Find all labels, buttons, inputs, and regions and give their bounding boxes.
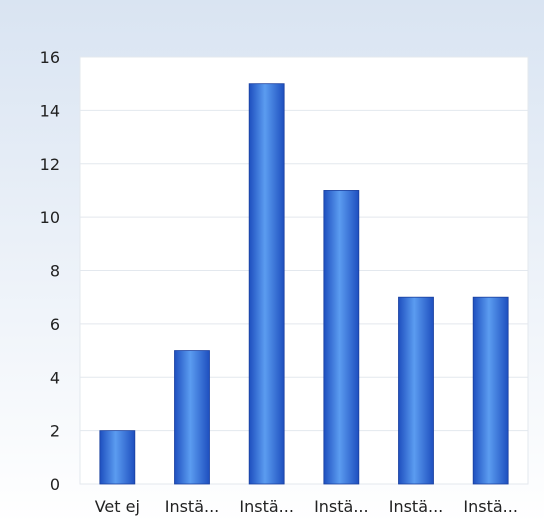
y-tick-label: 6 xyxy=(50,315,60,334)
x-category-label: Instä... xyxy=(239,497,294,516)
x-category-label: Instä... xyxy=(165,497,220,516)
y-tick-label: 12 xyxy=(40,155,60,174)
y-tick-label: 0 xyxy=(50,475,60,494)
x-category-label: Vet ej xyxy=(95,497,140,516)
plot-area: 0 2 4 6 8 10 12 14 16 Vet ej Instä... Instä... Instä… xyxy=(40,48,529,516)
y-tick-label: 4 xyxy=(50,368,60,387)
bar xyxy=(99,430,136,485)
x-category-label: Instä... xyxy=(463,497,518,516)
y-tick-label: 16 xyxy=(40,48,60,67)
x-category-label: Instä... xyxy=(389,497,444,516)
x-category-label: Instä... xyxy=(314,497,369,516)
y-tick-label: 10 xyxy=(40,208,60,227)
bar xyxy=(472,296,509,485)
y-tick-label: 2 xyxy=(50,422,60,441)
y-tick-label: 8 xyxy=(50,262,60,281)
bar xyxy=(174,350,210,485)
bar xyxy=(323,190,360,485)
bar xyxy=(398,296,434,485)
bar xyxy=(248,83,285,485)
y-tick-label: 14 xyxy=(40,101,60,120)
